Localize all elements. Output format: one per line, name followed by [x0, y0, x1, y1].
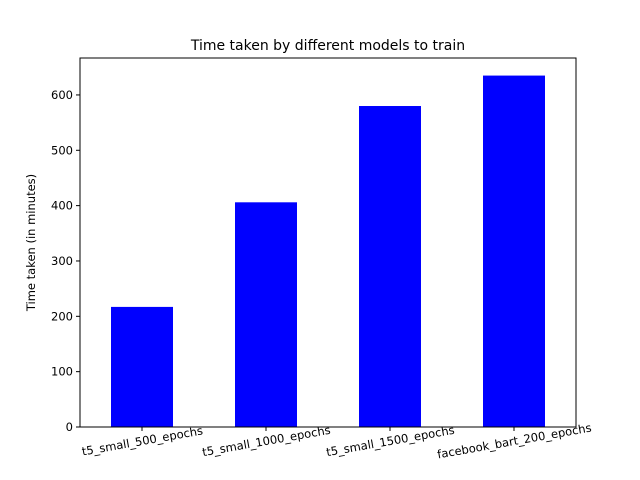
- y-tick-label: 100: [51, 365, 73, 379]
- plot-frame: [79, 57, 577, 428]
- y-axis-label: Time taken (in minutes): [24, 174, 38, 312]
- chart-title: Time taken by different models to train: [190, 38, 465, 54]
- y-tick-label: 600: [51, 88, 73, 102]
- bar-t5_small_1000_epochs: [235, 202, 297, 427]
- bar-facebook_bart_200_epochs: [483, 75, 545, 428]
- bars-group: [111, 75, 545, 428]
- y-tick-label: 300: [51, 254, 73, 268]
- bar-t5_small_500_epochs: [111, 306, 173, 427]
- y-axis-ticks: 0 100 200 300 400 500 600: [51, 88, 80, 434]
- bar-t5_small_1500_epochs: [359, 106, 421, 427]
- y-tick-label: 500: [51, 143, 73, 157]
- y-tick-label: 400: [51, 199, 73, 213]
- y-tick-label: 200: [51, 309, 73, 323]
- y-tick-label: 0: [66, 420, 73, 434]
